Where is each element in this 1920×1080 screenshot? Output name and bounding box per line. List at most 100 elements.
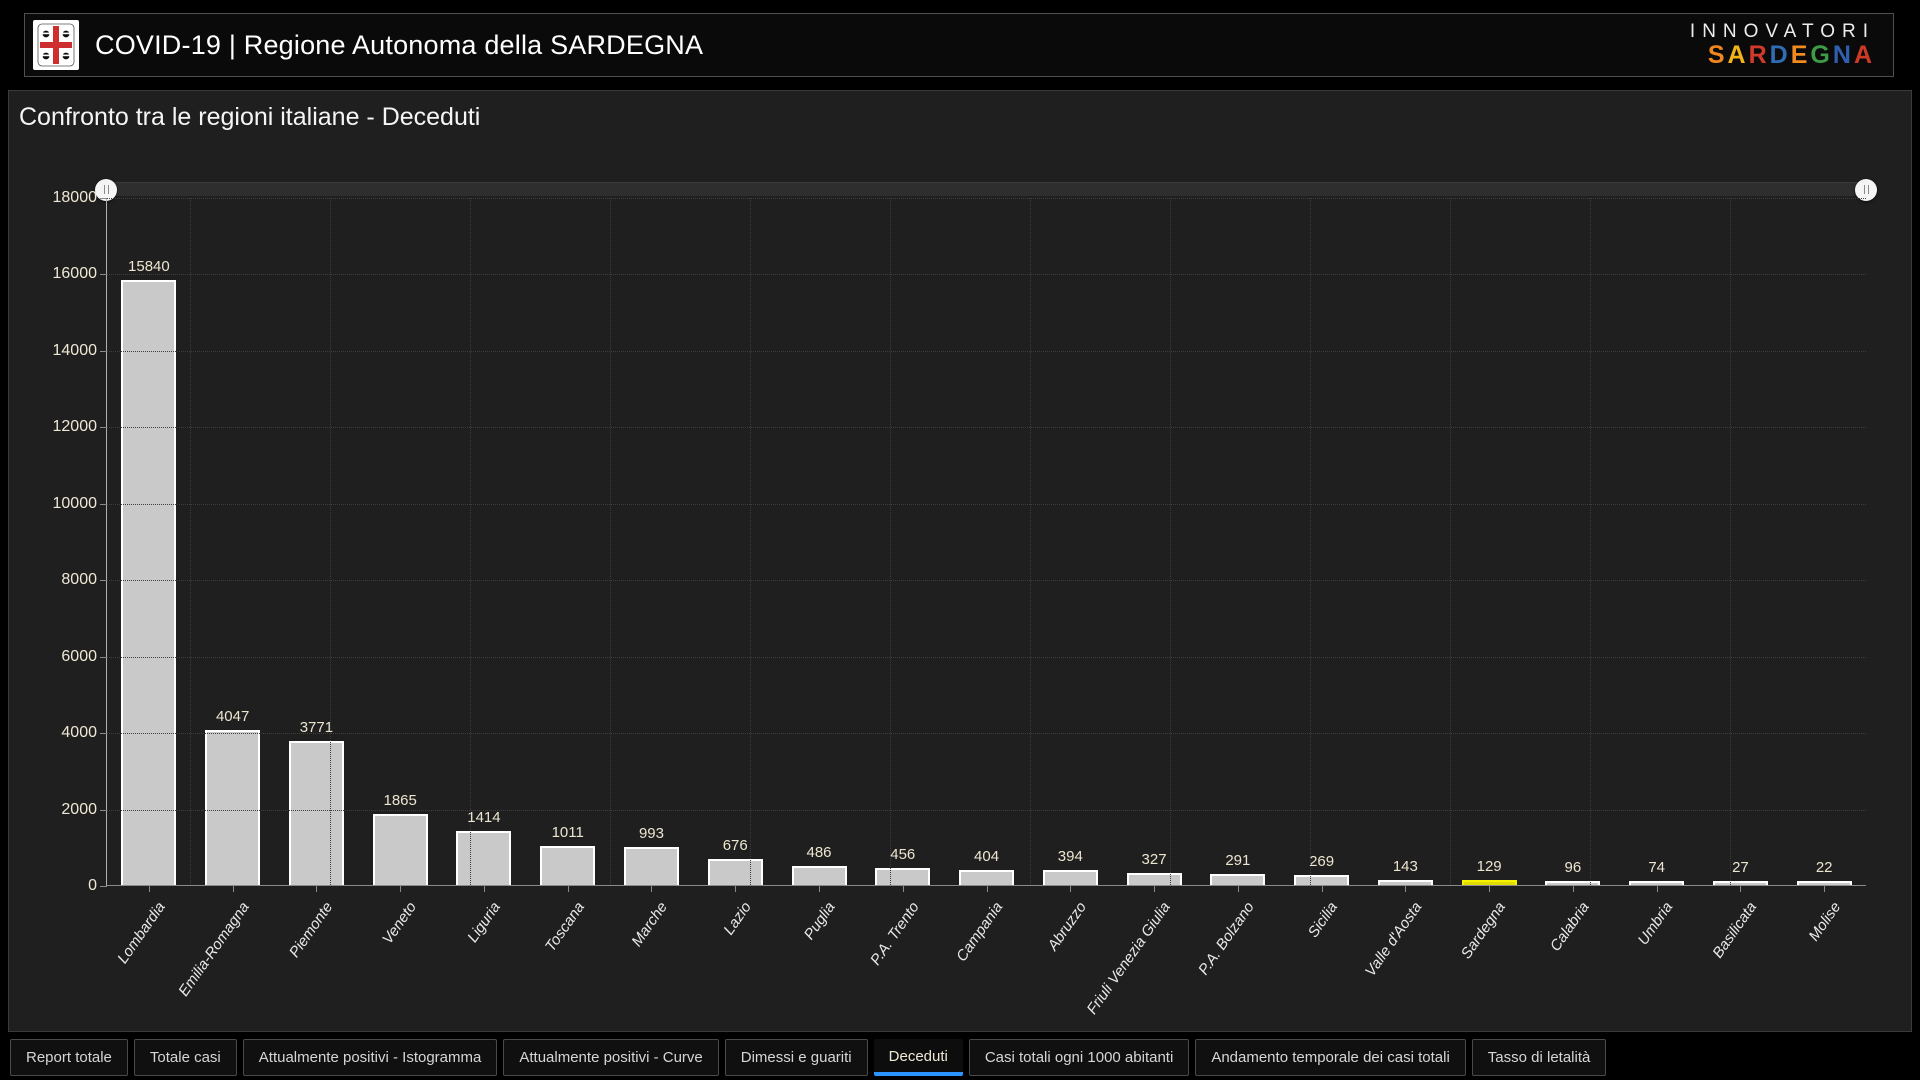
bar[interactable] [1545, 881, 1601, 885]
bar-chart-plot-area: 15840 Lombardia 4047 Emilia-Romagna 3771 Piem… [53, 189, 1866, 1018]
grip-lines-icon [103, 185, 105, 194]
x-axis-label: Veneto [379, 899, 421, 948]
bar-value-label: 1011 [551, 824, 584, 842]
bar[interactable] [959, 869, 1015, 885]
bar[interactable] [121, 279, 177, 885]
y-gridline [107, 198, 1866, 199]
y-axis-label: 14000 [52, 341, 98, 359]
bar[interactable] [540, 846, 596, 885]
x-axis-tick [902, 885, 904, 892]
x-axis-label: Sardegna [1457, 899, 1510, 963]
bar[interactable] [623, 847, 679, 885]
x-axis-label: P.A. Trento [867, 899, 923, 969]
y-axis-tick [100, 427, 107, 429]
bar[interactable] [205, 730, 261, 885]
bar-value-label: 291 [1225, 851, 1251, 869]
y-axis-label: 0 [88, 877, 97, 894]
bar[interactable] [1210, 873, 1266, 885]
x-axis-label: Campania [953, 899, 1007, 965]
tab-attualmente-positivi-curve[interactable]: Attualmente positivi - Curve [503, 1039, 719, 1076]
y-axis-tick [100, 580, 107, 582]
bar-group-p-a-bolzano: 291 P.A. Bolzano [1195, 198, 1280, 978]
x-gridline [1310, 198, 1311, 885]
y-gridline [107, 733, 1866, 735]
tab-dimessi-e-guariti[interactable]: Dimessi e guariti [724, 1039, 868, 1076]
x-axis-tick [567, 885, 569, 892]
bar[interactable] [1042, 869, 1098, 885]
x-axis-tick [148, 885, 150, 892]
x-axis-tick [1740, 885, 1742, 892]
x-gridline [1590, 198, 1591, 885]
y-axis-tick [100, 274, 107, 276]
x-axis-tick [316, 885, 318, 892]
bar-group-molise: 22 Molise [1782, 198, 1866, 944]
range-slider-track[interactable] [95, 178, 1877, 201]
bar-group-basilicata: 27 Basilicata [1699, 198, 1783, 961]
x-axis-tick [400, 885, 402, 892]
bar[interactable] [372, 813, 428, 885]
bar[interactable] [1294, 874, 1350, 885]
y-axis-label: 6000 [61, 647, 97, 665]
bar-value-label: 129 [1476, 858, 1502, 876]
bar-group-marche: 993 Marche [610, 198, 694, 950]
bar[interactable] [1712, 881, 1768, 885]
x-axis-label: Lombardia [114, 899, 169, 967]
x-axis-tick [1405, 885, 1407, 892]
x-axis-label: Umbria [1634, 899, 1677, 949]
range-slider-right-handle[interactable] [1855, 178, 1877, 201]
x-axis-label: Molise [1805, 899, 1845, 945]
tab-andamento-temporale-dei-casi-totali[interactable]: Andamento temporale dei casi totali [1195, 1039, 1466, 1076]
bar[interactable] [1377, 879, 1433, 885]
bar-group-calabria: 96 Calabria [1531, 198, 1615, 955]
x-axis-label: Lazio [720, 899, 756, 939]
y-gridline [107, 350, 1866, 352]
y-gridline [107, 809, 1866, 811]
bar-group-abruzzo: 394 Abruzzo [1028, 198, 1112, 954]
bar-group-piemonte: 3771 Piemonte [275, 198, 359, 961]
y-axis-label: 12000 [52, 418, 98, 436]
bar[interactable] [1629, 881, 1685, 885]
bar[interactable] [707, 859, 763, 885]
x-gridline [1450, 198, 1451, 885]
bar[interactable] [791, 866, 847, 885]
x-gridline [1170, 198, 1171, 885]
tab-report-totale[interactable]: Report totale [10, 1039, 128, 1076]
x-gridline [750, 198, 751, 885]
x-gridline [1030, 198, 1031, 885]
tab-tasso-di-letalit-[interactable]: Tasso di letalità [1471, 1039, 1607, 1076]
x-axis-tick [735, 885, 737, 892]
y-axis-label: 8000 [61, 571, 97, 589]
tab-attualmente-positivi-istogramma[interactable]: Attualmente positivi - Istogramma [242, 1039, 498, 1076]
app-title: COVID-19 | Regione Autonoma della SARDEG… [95, 29, 704, 60]
bar-group-puglia: 486 Puglia [777, 198, 861, 943]
bar[interactable] [456, 830, 512, 885]
brand-letter: N [1832, 40, 1854, 69]
tab-totale-casi[interactable]: Totale casi [133, 1039, 237, 1076]
x-gridline [890, 198, 891, 885]
x-gridline [610, 198, 611, 885]
brand-line2: SARDEGNA [1690, 42, 1875, 68]
x-axis-label: P.A. Bolzano [1195, 899, 1258, 979]
tab-casi-totali-ogni-1000-abitanti[interactable]: Casi totali ogni 1000 abitanti [968, 1039, 1190, 1076]
bar-value-label: 143 [1392, 857, 1418, 875]
x-axis-label: Valle d'Aosta [1361, 899, 1426, 980]
brand-letter: S [1707, 40, 1728, 69]
bar-value-label: 269 [1309, 852, 1335, 870]
bar[interactable] [875, 867, 931, 885]
bar[interactable] [1461, 880, 1517, 885]
x-axis-label: Abruzzo [1044, 899, 1091, 954]
bar[interactable] [1126, 872, 1182, 885]
x-axis-label: Puglia [801, 899, 839, 943]
tab-deceduti[interactable]: Deceduti [873, 1039, 963, 1076]
y-axis-label: 16000 [52, 265, 98, 283]
bar[interactable] [288, 740, 344, 885]
x-axis-tick [1489, 885, 1491, 892]
bar[interactable] [1796, 881, 1852, 885]
y-axis-tick [100, 503, 107, 505]
range-slider-left-handle[interactable] [95, 178, 117, 201]
bar-value-label: 96 [1564, 859, 1582, 876]
x-axis-label: Piemonte [286, 899, 337, 961]
innovatori-sardegna-logo: INNOVATORI SARDEGNA [1690, 21, 1875, 68]
bar-group-sicilia: 269 Sicilia [1280, 198, 1364, 941]
y-axis-tick [100, 809, 107, 811]
